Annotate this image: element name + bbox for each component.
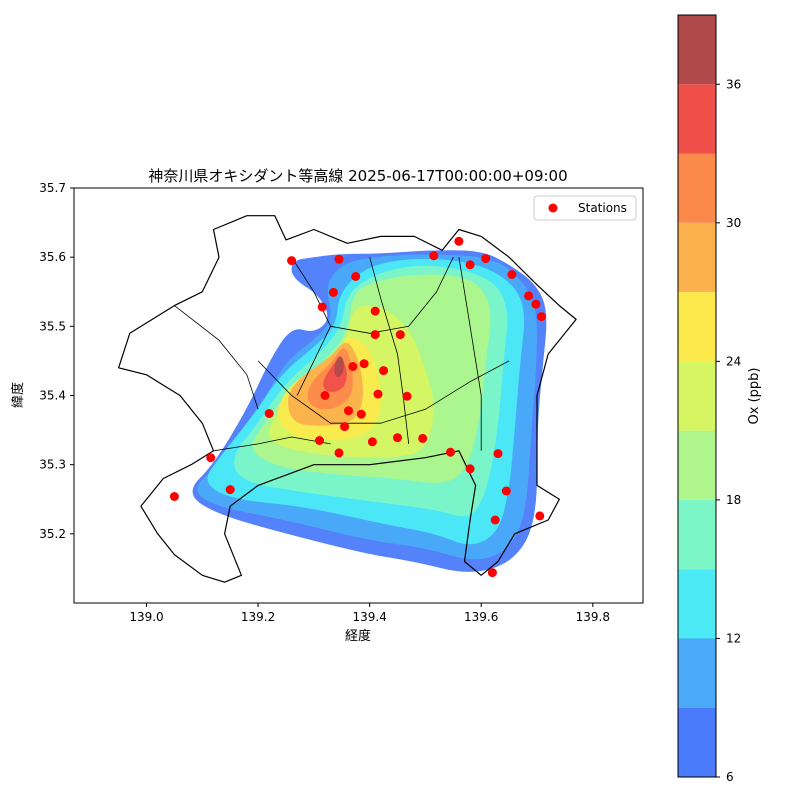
station-marker-35[interactable]	[465, 464, 475, 474]
station-marker-15[interactable]	[370, 330, 380, 340]
municipal-boundary-4	[369, 257, 410, 444]
y-tick-label: 35.7	[39, 181, 66, 195]
colorbar-band-9	[678, 638, 716, 708]
map-title: 神奈川県オキシダント等高線 2025-06-17T00:00:00+09:00	[148, 167, 567, 185]
colorbar-tick-label: 24	[726, 354, 741, 368]
y-tick-label: 35.6	[39, 250, 66, 264]
colorbar-bands	[678, 15, 716, 777]
colorbar-tick-label: 30	[726, 216, 741, 230]
colorbar: 6 12 18 24 30 36 Ox (ppb)	[677, 14, 762, 784]
legend-label: Stations	[578, 201, 627, 215]
station-marker-10[interactable]	[481, 254, 491, 264]
station-marker-26[interactable]	[340, 422, 350, 432]
station-marker-32[interactable]	[446, 447, 455, 457]
station-marker-17[interactable]	[348, 362, 358, 371]
colorbar-band-24	[678, 292, 716, 362]
colorbar-band-15	[678, 499, 716, 570]
station-marker-19[interactable]	[379, 366, 389, 376]
x-tick-label: 139.2	[241, 610, 275, 624]
legend[interactable]: Stations	[533, 195, 637, 221]
municipal-boundary-6	[213, 436, 331, 452]
station-marker-25[interactable]	[356, 409, 366, 419]
y-tick-label: 35.2	[39, 527, 66, 541]
station-marker-41[interactable]	[487, 568, 497, 578]
colorbar-tick-label: 36	[726, 77, 741, 91]
station-marker-21[interactable]	[373, 389, 383, 399]
y-tick-label: 35.4	[39, 389, 66, 403]
station-marker-12[interactable]	[524, 291, 534, 301]
municipal-boundary-3	[257, 360, 510, 424]
station-marker-38[interactable]	[169, 492, 179, 501]
station-marker-24[interactable]	[344, 406, 353, 416]
colorbar-band-30	[678, 153, 716, 223]
station-marker-2[interactable]	[334, 254, 344, 264]
municipal-boundary-5	[458, 257, 482, 451]
station-marker-13[interactable]	[531, 299, 541, 309]
colorbar-band-33	[678, 84, 716, 154]
colorbar-band-6	[678, 707, 716, 777]
station-marker-20[interactable]	[320, 391, 330, 400]
station-marker-6[interactable]	[370, 306, 380, 316]
station-marker-22[interactable]	[402, 391, 412, 401]
prefecture-boundary-layer	[118, 215, 577, 583]
station-marker-33[interactable]	[493, 449, 503, 459]
colorbar-band-21	[678, 361, 716, 431]
municipal-boundary-7	[174, 305, 259, 410]
x-axis-title: 経度	[345, 628, 371, 644]
station-marker-30[interactable]	[418, 433, 428, 443]
station-marker-23[interactable]	[264, 409, 274, 418]
station-marker-3[interactable]	[328, 287, 338, 297]
station-marker-9[interactable]	[465, 260, 475, 270]
station-marker-27[interactable]	[315, 436, 324, 445]
x-tick-label: 139.4	[352, 610, 386, 624]
x-tick-label: 139.0	[129, 610, 163, 624]
plot-area	[73, 187, 644, 604]
station-marker-29[interactable]	[393, 433, 402, 443]
legend-frame	[533, 195, 637, 221]
station-marker-34[interactable]	[206, 453, 216, 463]
x-tick-label: 139.8	[576, 610, 610, 624]
station-marker-40[interactable]	[490, 515, 500, 525]
y-tick-label: 35.5	[39, 319, 66, 333]
colorbar-band-36	[678, 15, 716, 85]
municipal-boundary-2	[330, 257, 454, 334]
x-axis: 139.0 139.2 139.4 139.6 139.8	[129, 603, 610, 624]
y-axis: 35.2 35.3 35.4 35.5 35.6 35.7	[39, 181, 74, 541]
station-marker-layer	[169, 236, 546, 578]
station-marker-4[interactable]	[317, 302, 327, 312]
prefecture-outline	[118, 215, 577, 583]
colorbar-tick-label: 6	[726, 770, 734, 784]
station-marker-28[interactable]	[367, 437, 377, 447]
station-marker-1[interactable]	[287, 256, 297, 266]
station-marker-39[interactable]	[535, 511, 545, 521]
colorbar-title: Ox (ppb)	[747, 368, 762, 425]
station-marker-14[interactable]	[537, 312, 546, 322]
colorbar-band-12	[678, 569, 716, 639]
colorbar-tick-label: 18	[726, 493, 741, 507]
station-marker-5[interactable]	[351, 272, 361, 281]
station-marker-18[interactable]	[359, 359, 369, 369]
station-marker-36[interactable]	[501, 486, 511, 496]
contour-band-39	[334, 356, 344, 377]
colorbar-band-18	[678, 430, 716, 500]
legend-station-marker	[548, 203, 558, 213]
colorbar-ticks: 6 12 18 24 30 36	[716, 77, 741, 784]
contour-fill-layer	[192, 250, 547, 572]
colorbar-band-27	[678, 222, 716, 293]
colorbar-frame	[677, 14, 717, 778]
station-marker-8[interactable]	[454, 236, 464, 246]
station-marker-31[interactable]	[334, 448, 344, 458]
station-marker-16[interactable]	[395, 330, 405, 340]
y-axis-title: 緯度	[10, 382, 26, 408]
y-tick-label: 35.3	[39, 458, 66, 472]
colorbar-tick-label: 12	[726, 631, 741, 645]
x-tick-label: 139.6	[464, 610, 498, 624]
station-marker-11[interactable]	[507, 270, 517, 279]
station-marker-37[interactable]	[225, 485, 235, 495]
station-marker-7[interactable]	[429, 251, 439, 261]
